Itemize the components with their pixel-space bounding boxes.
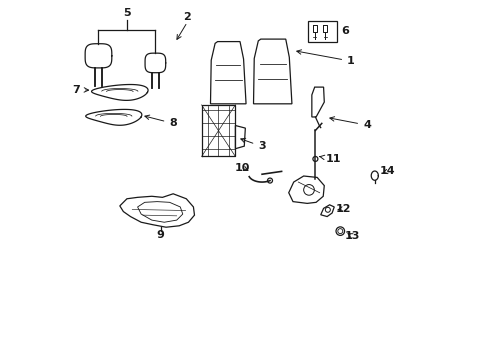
Text: 2: 2 xyxy=(183,12,191,22)
Text: 7: 7 xyxy=(72,85,89,95)
Text: 10: 10 xyxy=(234,163,250,173)
Text: 6: 6 xyxy=(341,26,349,36)
Text: 12: 12 xyxy=(335,204,351,214)
Text: 8: 8 xyxy=(145,115,177,129)
Text: 11: 11 xyxy=(319,154,340,164)
Text: 3: 3 xyxy=(241,138,265,151)
Text: 9: 9 xyxy=(156,230,164,240)
Bar xyxy=(308,21,337,41)
Text: 13: 13 xyxy=(344,231,360,241)
Text: 1: 1 xyxy=(296,50,354,66)
Text: 4: 4 xyxy=(329,117,370,130)
Text: 14: 14 xyxy=(379,166,394,176)
Text: 5: 5 xyxy=(123,8,131,18)
